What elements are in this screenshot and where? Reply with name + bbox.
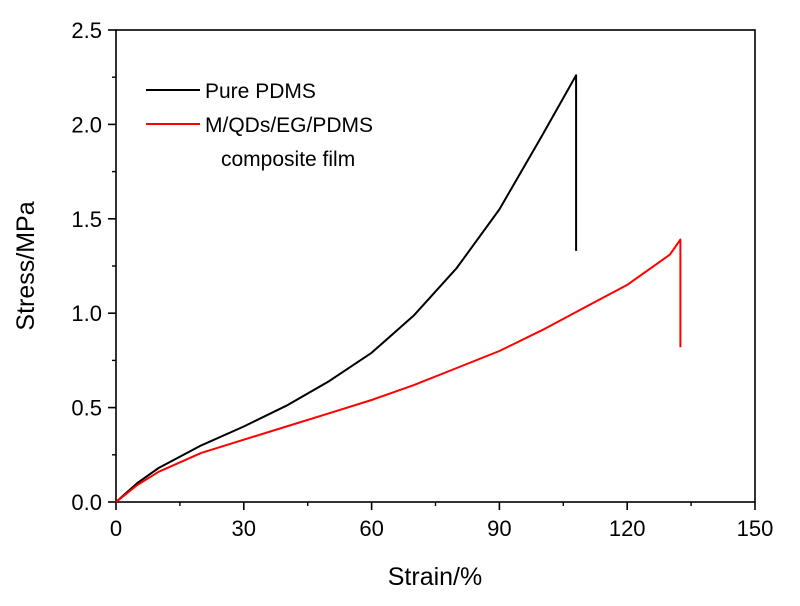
series-line-pure-pdms [115,74,578,503]
legend-label: Pure PDMS [205,80,316,103]
series-line-composite [115,238,682,503]
x-tick-label: 60 [359,516,383,541]
y-tick-label: 1.5 [71,207,102,232]
y-axis-ticks: 0.0 0.5 1.0 1.5 2.0 2.5 [71,18,116,515]
x-tick-label: 120 [609,516,646,541]
legend-label: M/QDs/EG/PDMS [205,114,373,137]
legend: Pure PDMS M/QDs/EG/PDMS composite film [146,80,373,171]
y-tick-label: 2.0 [71,112,102,137]
x-tick-label: 0 [110,516,122,541]
y-tick-label: 2.5 [71,18,102,43]
x-axis-ticks: 0 30 60 90 120 150 [110,502,773,541]
y-tick-label: 0.5 [71,396,102,421]
x-tick-label: 30 [232,516,256,541]
series-layer [115,74,682,503]
x-tick-label: 150 [737,516,774,541]
x-tick-label: 90 [487,516,511,541]
legend-label: composite film [221,148,355,171]
x-axis-label: Strain/% [388,563,482,591]
y-tick-label: 0.0 [71,490,102,515]
y-tick-label: 1.0 [71,301,102,326]
y-axis-label: Stress/MPa [12,201,40,330]
